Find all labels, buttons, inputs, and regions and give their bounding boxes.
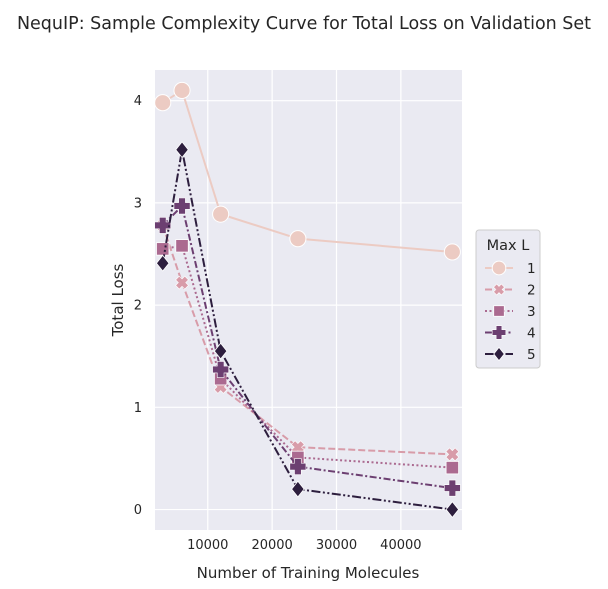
y-axis-label: Total Loss [109, 263, 127, 337]
x-tick-label: 20000 [251, 538, 292, 553]
data-point [175, 239, 189, 253]
data-point [212, 205, 230, 223]
legend-items: 1 2 3 4 5 [485, 260, 536, 363]
legend-title: Max L [487, 238, 530, 254]
data-point [291, 480, 305, 498]
chart-title: NequIP: Sample Complexity Curve for Tota… [17, 14, 591, 34]
x-axis-label: Number of Training Molecules [197, 564, 420, 582]
legend-label: 1 [527, 261, 536, 277]
data-point [173, 81, 191, 100]
y-tick-label: 4 [134, 94, 142, 109]
data-point [289, 458, 307, 475]
data-point [445, 447, 460, 462]
data-point [213, 342, 228, 360]
data-point [212, 361, 230, 378]
y-tick-label: 3 [134, 196, 142, 211]
legend-label: 4 [527, 326, 536, 342]
data-point [443, 243, 461, 261]
plot-area [155, 70, 462, 530]
x-tick-label: 10000 [187, 538, 228, 553]
y-tick-label: 2 [134, 299, 142, 314]
y-tick-label: 1 [134, 401, 142, 416]
series-line [162, 204, 453, 490]
data-point [155, 254, 170, 272]
legend-marker [493, 305, 505, 317]
data-point [156, 242, 170, 256]
legend-marker [493, 346, 505, 362]
series-1 [154, 81, 461, 261]
legend-marker [491, 260, 507, 276]
legend-item: 3 [485, 304, 536, 320]
legend-label: 2 [527, 283, 536, 299]
series-4 [154, 197, 461, 497]
series-5 [155, 141, 460, 518]
legend-item: 4 [485, 325, 536, 342]
data-point [445, 501, 460, 518]
data-point [154, 217, 172, 234]
legend-item: 1 [485, 260, 536, 277]
legend-marker [491, 325, 507, 340]
data-point [443, 479, 461, 497]
legend-label: 5 [527, 347, 536, 363]
legend: Max L 1 2 3 4 5 [475, 229, 541, 369]
data-point [289, 230, 307, 248]
x-tick-label: 30000 [316, 538, 357, 553]
y-tick-label: 0 [134, 503, 142, 518]
legend-item: 2 [485, 283, 536, 299]
legend-label: 3 [527, 304, 536, 320]
data-point [175, 141, 189, 159]
legend-marker [493, 283, 505, 296]
tick-labels: 10000 20000 30000 40000 0 1 2 3 4 [134, 94, 422, 553]
data-point [445, 461, 459, 475]
data-point [175, 275, 189, 290]
legend-item: 5 [485, 346, 536, 363]
series-layer [154, 81, 461, 518]
x-tick-label: 40000 [380, 538, 421, 553]
data-point [154, 94, 172, 112]
